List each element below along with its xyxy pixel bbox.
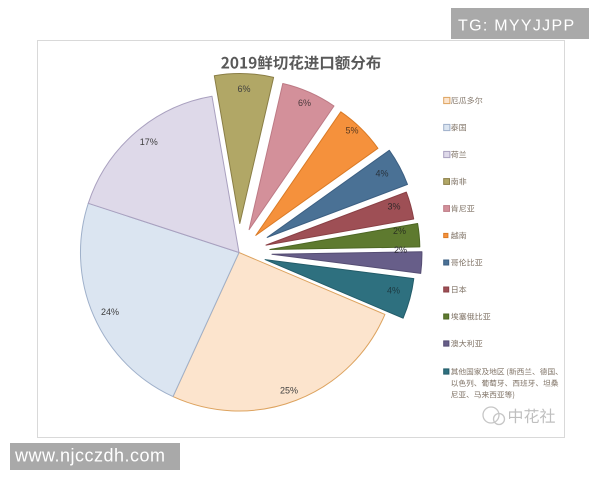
svg-text:2%: 2%: [393, 226, 406, 236]
svg-text:5%: 5%: [345, 126, 358, 136]
svg-text:17%: 17%: [140, 137, 158, 147]
svg-text:6%: 6%: [237, 84, 250, 94]
svg-text:4%: 4%: [387, 286, 400, 296]
svg-text:2%: 2%: [394, 245, 407, 255]
svg-text:6%: 6%: [298, 98, 311, 108]
svg-text:www.njcczdh.com: www.njcczdh.com: [14, 446, 166, 466]
svg-text:3%: 3%: [387, 202, 400, 212]
svg-text:4%: 4%: [375, 169, 388, 179]
svg-text:24%: 24%: [101, 307, 119, 317]
svg-text:TG: MYYJJPP: TG: MYYJJPP: [458, 18, 575, 35]
svg-text:25%: 25%: [280, 386, 298, 396]
